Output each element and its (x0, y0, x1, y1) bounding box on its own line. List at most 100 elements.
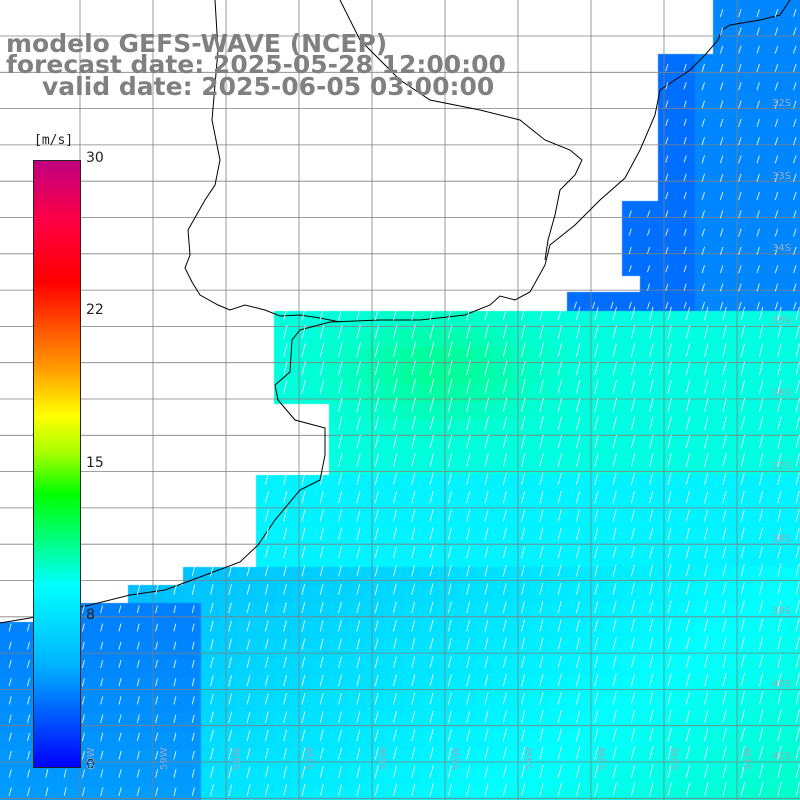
wind-arrow (777, 306, 782, 321)
wind-arrow (704, 490, 709, 504)
wind-arrow (429, 583, 434, 595)
wind-arrow (466, 490, 471, 504)
wind-arrow (795, 636, 800, 650)
wind-arrow (118, 659, 122, 669)
wind-arrow (447, 341, 453, 357)
wind-arrow (756, 100, 760, 109)
wind-arrow (356, 765, 361, 778)
wind-arrow (795, 398, 800, 412)
wind-arrow (701, 82, 705, 91)
wind-arrow (685, 582, 690, 595)
wind-arrow (539, 342, 544, 357)
wind-arrow (704, 453, 709, 467)
wind-arrow (81, 605, 85, 614)
wind-arrow (649, 582, 654, 595)
wind-arrow (777, 672, 782, 687)
wind-arrow (173, 769, 177, 778)
wind-arrow (484, 601, 489, 614)
wind-arrow (429, 490, 434, 504)
wind-arrow (594, 453, 599, 467)
wind-arrow (374, 379, 380, 394)
wind-arrow (738, 265, 742, 274)
wind-arrow (759, 618, 764, 632)
wind-arrow (521, 673, 526, 687)
wind-arrow (356, 747, 361, 760)
wind-arrow (667, 453, 672, 467)
wind-arrow (502, 342, 508, 357)
wind-arrow (667, 618, 672, 632)
wind-arrow (774, 265, 779, 274)
wind-arrow (210, 766, 214, 778)
wind-arrow (557, 619, 562, 632)
wind-arrow (774, 118, 779, 127)
wind-arrow (667, 434, 672, 449)
wind-arrow (191, 696, 195, 705)
wind-arrow (777, 727, 782, 742)
wind-arrow (411, 656, 416, 669)
wind-arrow (649, 306, 654, 321)
wind-arrow (649, 545, 654, 559)
wind-arrow (393, 490, 397, 504)
wind-arrow (411, 638, 416, 650)
wind-arrow (612, 545, 617, 559)
wind-arrow (319, 765, 324, 778)
wind-arrow (191, 659, 195, 669)
wind-arrow (466, 306, 471, 321)
wind-arrow (191, 714, 195, 723)
wind-arrow (374, 729, 379, 742)
wind-arrow (685, 527, 690, 540)
wind-arrow (100, 623, 104, 632)
wind-arrow (301, 693, 306, 705)
wind-arrow (647, 265, 651, 273)
wind-arrow (793, 228, 797, 237)
wind-arrow (557, 655, 562, 669)
wind-arrow (795, 709, 800, 723)
wind-arrow (576, 527, 580, 540)
wind-arrow (484, 674, 489, 687)
wind-arrow (685, 545, 690, 559)
wind-arrow (539, 619, 544, 632)
wind-arrow (63, 769, 67, 778)
wind-arrow (539, 472, 544, 486)
wind-arrow (356, 527, 361, 540)
wind-arrow (429, 545, 434, 559)
wind-arrow (447, 359, 453, 376)
wind-arrow (594, 637, 599, 650)
wind-arrow (81, 678, 85, 687)
wind-arrow (429, 692, 434, 705)
wind-arrow (683, 246, 687, 255)
wind-arrow (484, 545, 489, 559)
wind-arrow (612, 509, 617, 522)
wind-arrow (756, 173, 760, 182)
wind-arrow (795, 727, 800, 742)
wind-arrow (557, 746, 562, 760)
wind-arrow (411, 416, 416, 431)
wind-arrow (701, 246, 705, 255)
wind-arrow (374, 434, 379, 449)
wind-arrow (665, 210, 669, 218)
wind-arrow (246, 747, 251, 760)
wind-arrow (484, 527, 489, 540)
wind-arrow (738, 27, 742, 36)
wind-arrow (685, 325, 691, 339)
wind-arrow (740, 636, 745, 650)
wind-arrow (738, 63, 742, 72)
wind-arrow (502, 655, 507, 669)
wind-arrow (484, 728, 489, 742)
wind-arrow (283, 583, 287, 595)
wind-arrow (630, 728, 636, 742)
wind-arrow (283, 325, 288, 339)
wind-arrow (594, 673, 599, 687)
wind-arrow (759, 434, 764, 449)
wind-arrow (466, 509, 471, 522)
wind-arrow (722, 564, 727, 577)
wind-arrow (301, 674, 306, 687)
wind-arrow (191, 769, 195, 778)
wind-arrow (356, 674, 361, 687)
wind-arrow (521, 764, 526, 778)
wind-arrow (649, 379, 654, 394)
wind-arrow (466, 746, 471, 760)
wind-arrow (118, 696, 122, 705)
wind-arrow (429, 453, 434, 467)
